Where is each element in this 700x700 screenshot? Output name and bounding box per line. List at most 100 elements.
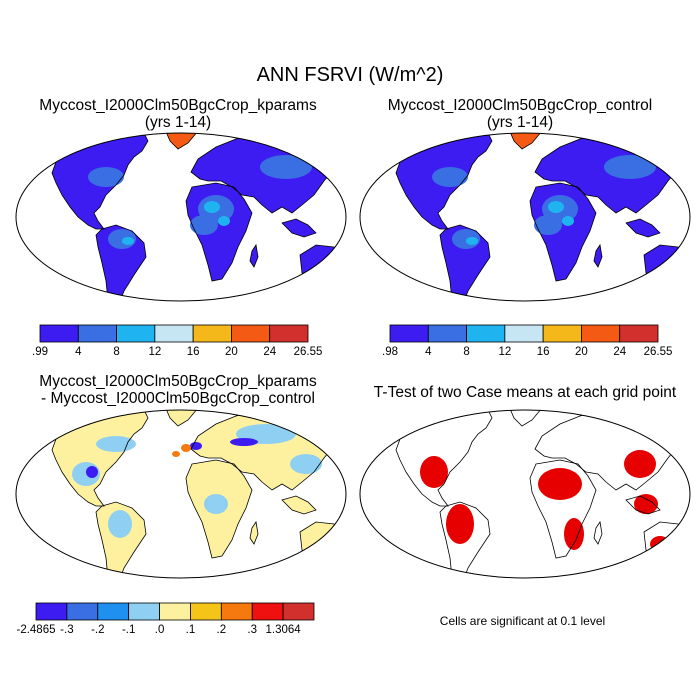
colorbar-box — [389, 324, 429, 343]
colorbar-box — [220, 602, 253, 621]
significant-cells — [564, 518, 584, 550]
colorbar-label: 20 — [575, 346, 588, 358]
colorbar-box — [466, 324, 506, 343]
field-patch — [190, 442, 202, 450]
colorbar-label: .3 — [247, 624, 257, 636]
map-border — [359, 132, 691, 302]
colorbar-1: .99 4 8 12 16 20 24 26.55 — [32, 324, 323, 358]
colorbar-box — [66, 602, 99, 621]
land-field — [382, 133, 690, 301]
panel-title-difference: Myccost_I2000Clm50BgcCrop_kparams - Mycc… — [8, 373, 348, 407]
field-patch — [172, 451, 180, 457]
field-patch — [466, 237, 478, 245]
significant-cells — [650, 536, 670, 552]
colorbar-box — [97, 602, 130, 621]
field-patch — [96, 436, 136, 452]
colorbar-label: 12 — [498, 346, 511, 358]
significant-cells — [538, 468, 582, 500]
coastlines — [381, 410, 690, 578]
colorbar-box — [581, 324, 621, 343]
colorbar-label: 20 — [225, 346, 238, 358]
panel-years: (yrs 1-14) — [144, 114, 212, 131]
panel-years: (yrs 1-14) — [486, 114, 554, 131]
colorbar-box — [504, 324, 544, 343]
colorbar-box — [116, 324, 156, 343]
colorbar-label: 16 — [187, 346, 200, 358]
field-patch — [108, 510, 132, 538]
significant-cells — [420, 456, 448, 488]
greenland-field — [164, 133, 198, 149]
greenland-field — [508, 133, 542, 149]
significant-cells — [634, 494, 658, 514]
field-patch — [290, 454, 322, 474]
field-patch — [432, 167, 468, 187]
colorbar-box — [619, 324, 659, 343]
field-patch — [604, 155, 656, 179]
field-patch — [204, 201, 220, 213]
colorbar-label: .0 — [155, 624, 165, 636]
significant-cells — [446, 504, 474, 544]
colorbar-label: -2.4865 — [16, 624, 55, 636]
land-field — [38, 410, 346, 578]
land-field — [420, 450, 670, 552]
colorbar-label: -.3 — [60, 624, 73, 636]
field-patch — [562, 216, 574, 226]
colorbar-box — [128, 602, 160, 621]
colorbar-label: 26.55 — [294, 346, 323, 358]
map-ttest — [359, 409, 691, 579]
panel-case-name: Myccost_I2000Clm50BgcCrop_kparams — [39, 97, 317, 114]
colorbar-box — [154, 324, 194, 343]
colorbar-box — [269, 324, 309, 343]
colorbar-label: .1 — [186, 624, 196, 636]
colorbar-box — [39, 324, 79, 343]
colorbar-label: 24 — [613, 346, 626, 358]
colorbar-label: 12 — [148, 346, 161, 358]
colorbar-box — [190, 602, 222, 621]
colorbar-label: -.2 — [91, 624, 104, 636]
field-patch — [534, 215, 562, 235]
colorbar-box — [35, 602, 68, 621]
field-patch — [260, 155, 312, 179]
colorbar-box — [251, 602, 284, 621]
panel-title-ttest: T-Test of two Case means at each grid po… — [373, 384, 677, 401]
colorbar-label: .2 — [217, 624, 227, 636]
colorbar-box — [542, 324, 582, 343]
colorbar-box — [231, 324, 271, 343]
colorbar-label: 4 — [425, 346, 432, 358]
colorbar-label: .98 — [382, 346, 398, 358]
map-border — [15, 409, 347, 579]
field-patch — [181, 444, 191, 452]
significant-cells — [624, 450, 656, 478]
colorbar-label: 8 — [463, 346, 469, 358]
field-patch — [88, 167, 124, 187]
field-patch — [86, 466, 98, 478]
colorbar-box — [77, 324, 117, 343]
colorbar-label: 16 — [537, 346, 550, 358]
colorbar-label: 26.55 — [644, 346, 673, 358]
panel-title-control: Myccost_I2000Clm50BgcCrop_control (yrs 1… — [360, 97, 680, 131]
field-patch — [230, 438, 258, 446]
colorbar-box — [427, 324, 467, 343]
land-field — [38, 133, 346, 301]
map-difference — [15, 409, 347, 579]
colorbar-box — [282, 602, 315, 621]
map-control — [359, 132, 691, 302]
field-patch — [204, 494, 228, 514]
map-border — [359, 409, 691, 579]
colorbar-label: 8 — [113, 346, 119, 358]
colorbar-box — [159, 602, 191, 621]
colorbar-box — [192, 324, 232, 343]
colorbar-label: .99 — [32, 346, 48, 358]
panel-title-kparams: Myccost_I2000Clm50BgcCrop_kparams (yrs 1… — [18, 97, 338, 131]
map-kparams — [15, 132, 347, 302]
panel-case-name-minus: - Myccost_I2000Clm50BgcCrop_control — [41, 390, 315, 407]
field-patch — [548, 201, 564, 213]
colorbar-3: -2.4865 -.3 -.2 -.1 .0 .1 .2 .3 1.3064 — [16, 602, 315, 636]
field-patch — [218, 216, 230, 226]
significance-note: Cells are significant at 0.1 level — [439, 614, 606, 628]
colorbar-2: .98 4 8 12 16 20 24 26.55 — [382, 324, 673, 358]
colorbar-label: -.1 — [122, 624, 135, 636]
map-border — [15, 132, 347, 302]
figure-title: ANN FSRVI (W/m^2) — [256, 64, 444, 86]
